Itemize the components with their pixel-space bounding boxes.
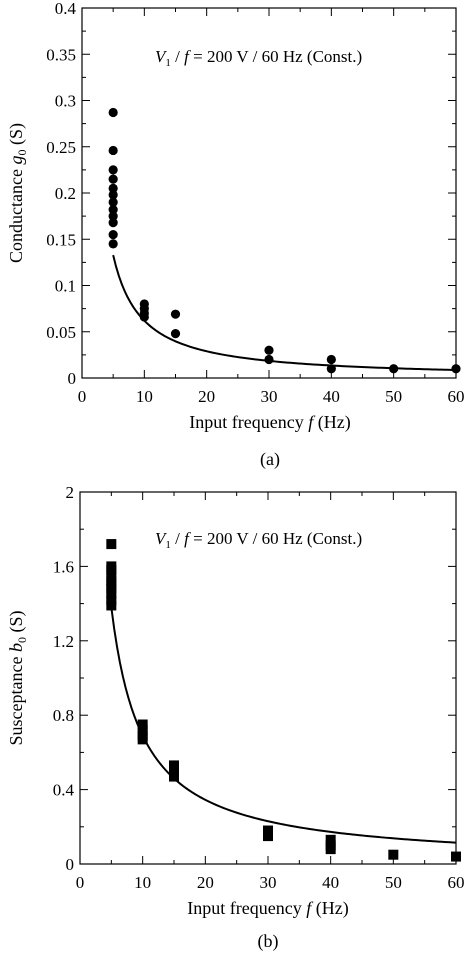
chart-b-xtick-label: 10 xyxy=(134,873,151,892)
chart-b-xlabel: Input frequency f (Hz) xyxy=(187,898,348,919)
chart-b-xtick-label: 0 xyxy=(76,873,85,892)
chart-a-data-point xyxy=(108,174,118,184)
chart-b: 0 10 20 30 40 50 60 0 0.4 0.8 1.2 1.6 2 V1 / f = 200… xyxy=(6,483,465,952)
chart-b-data-point xyxy=(137,725,148,736)
chart-a-data-point xyxy=(139,312,149,322)
chart-a-ytick-label: 0 xyxy=(68,369,77,388)
chart-a-data-point xyxy=(108,230,118,240)
chart-b-xtick-label: 60 xyxy=(448,873,465,892)
chart-b-data-point xyxy=(169,771,179,782)
chart-b-points xyxy=(106,539,461,862)
chart-b-ytick-label: 1.6 xyxy=(53,557,74,576)
chart-b-data-point xyxy=(106,570,117,581)
chart-a-annotation: V1 / f = 200 V / 60 Hz (Const.) xyxy=(155,47,362,69)
chart-a-xtick-label: 50 xyxy=(385,387,402,406)
chart-b-data-point xyxy=(263,825,273,836)
chart-b-ytick-label: 0.8 xyxy=(53,706,74,725)
chart-a-points xyxy=(108,107,461,374)
chart-b-data-point xyxy=(169,766,179,776)
chart-a: 0 10 20 30 40 50 60 0 0.05 0.1 0.15 0.2 0.25 0.3 0.35 0… xyxy=(6,0,465,470)
chart-a-data-point xyxy=(108,197,118,207)
chart-b-tick-labels: 0 10 20 30 40 50 60 0 0.4 0.8 1.2 1.6 2 xyxy=(53,483,465,892)
chart-a-data-point xyxy=(264,345,274,355)
chart-b-xtick-label: 30 xyxy=(260,873,277,892)
chart-b-data-point xyxy=(106,539,117,550)
chart-a-ytick-label: 0.25 xyxy=(46,138,76,157)
chart-a-xlabel: Input frequency f (Hz) xyxy=(189,412,350,433)
chart-b-xtick-label: 50 xyxy=(385,873,402,892)
chart-a-data-point xyxy=(326,364,336,374)
chart-a-data-point xyxy=(326,354,336,365)
chart-a-xtick-label: 20 xyxy=(198,387,215,406)
chart-b-ytick-label: 0.4 xyxy=(53,781,75,800)
chart-a-caption: (a) xyxy=(260,449,280,470)
chart-a-ytick-label: 0.3 xyxy=(55,92,76,111)
chart-b-ytick-label: 0 xyxy=(66,855,75,874)
chart-b-ytick-label: 2 xyxy=(66,483,75,502)
chart-a-xtick-label: 30 xyxy=(261,387,278,406)
chart-a-ticks xyxy=(81,7,457,379)
chart-a-data-point xyxy=(108,183,118,193)
chart-b-ytick-label: 1.2 xyxy=(53,632,74,651)
chart-a-xtick-label: 0 xyxy=(78,387,87,406)
chart-a-data-point xyxy=(108,239,118,249)
chart-b-data-point xyxy=(106,600,117,611)
chart-a-xtick-label: 10 xyxy=(136,387,153,406)
chart-b-xtick-label: 20 xyxy=(197,873,214,892)
chart-a-data-point xyxy=(108,190,118,200)
chart-b-data-point xyxy=(263,831,273,842)
chart-b-data-point xyxy=(451,851,461,862)
chart-a-xtick-label: 40 xyxy=(323,387,340,406)
chart-a-data-point xyxy=(108,205,118,215)
chart-a-ytick-label: 0.05 xyxy=(46,323,76,342)
chart-a-ytick-label: 0.15 xyxy=(46,230,76,249)
chart-b-data-point xyxy=(169,760,179,771)
chart-b-data-point xyxy=(106,589,117,600)
chart-a-tick-labels: 0 10 20 30 40 50 60 0 0.05 0.1 0.15 0.2 0.25 0.3 0.35 0… xyxy=(46,0,464,406)
chart-b-xtick-label: 40 xyxy=(322,873,339,892)
chart-a-ytick-label: 0.2 xyxy=(55,184,76,203)
chart-a-data-point xyxy=(108,165,118,175)
chart-b-data-point xyxy=(137,734,148,745)
chart-b-caption: (b) xyxy=(258,931,279,952)
chart-b-data-point xyxy=(388,849,399,860)
chart-b-data-point xyxy=(325,844,336,855)
chart-b-ylabel: Susceptance b0 (S) xyxy=(6,611,29,746)
chart-a-data-point xyxy=(389,364,399,374)
chart-b-data-point xyxy=(325,834,336,845)
chart-a-ytick-label: 0.35 xyxy=(46,45,76,64)
chart-a-data-point xyxy=(170,309,181,319)
chart-a-data-point xyxy=(108,218,118,228)
chart-b-ticks xyxy=(79,491,457,865)
chart-a-ytick-label: 0.1 xyxy=(55,277,76,296)
chart-b-data-point xyxy=(137,719,148,730)
chart-b-annotation: V1 / f = 200 V / 60 Hz (Const.) xyxy=(155,529,362,551)
chart-a-ytick-label: 0.4 xyxy=(55,0,77,18)
chart-a-data-point xyxy=(170,329,181,339)
chart-a-xtick-label: 60 xyxy=(448,387,465,406)
chart-a-data-point xyxy=(108,107,118,118)
chart-a-data-point xyxy=(108,145,118,156)
chart-b-data-point xyxy=(106,565,117,576)
chart-a-data-point xyxy=(264,354,274,365)
chart-b-data-point xyxy=(106,583,117,594)
chart-b-data-point xyxy=(106,594,117,605)
chart-a-data-point xyxy=(451,364,461,374)
chart-b-fit-curve xyxy=(110,607,457,844)
chart-a-data-point xyxy=(108,211,118,221)
chart-a-fit-curve xyxy=(112,254,457,372)
chart-a-ylabel: Conductance g0 (S) xyxy=(6,123,29,263)
